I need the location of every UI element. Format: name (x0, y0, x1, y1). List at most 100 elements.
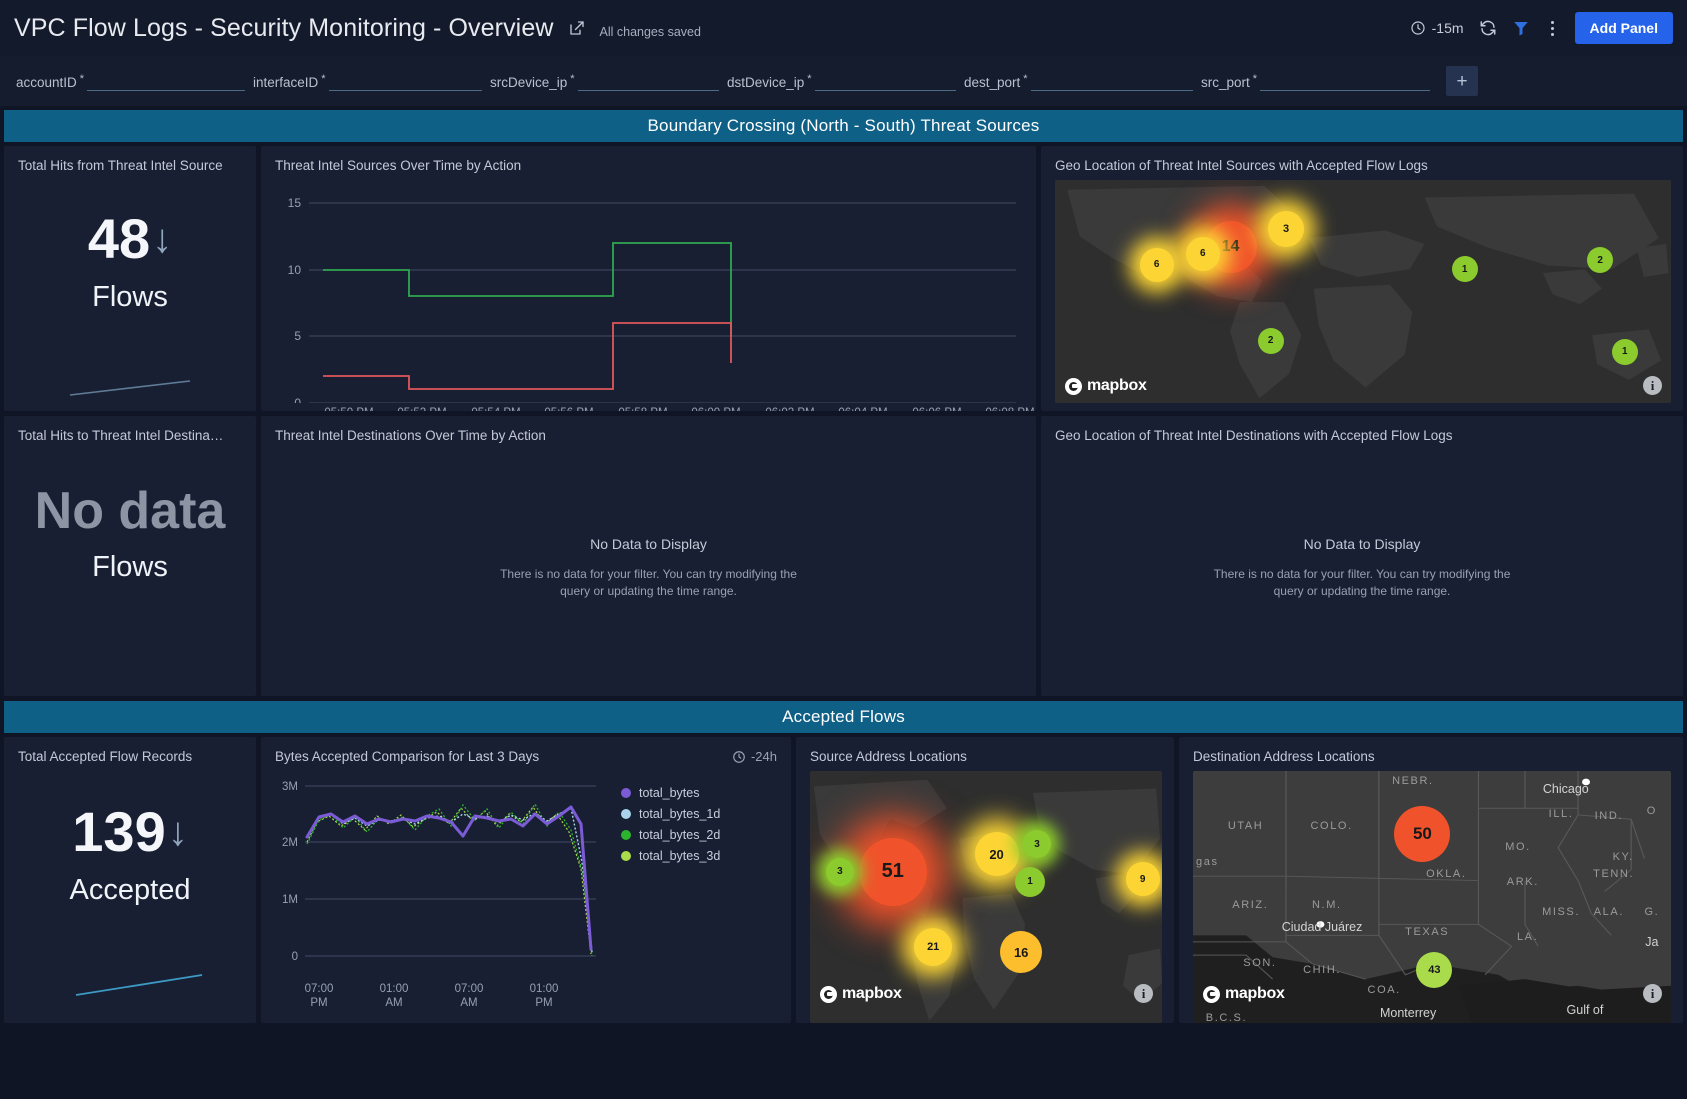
map-state-label: OKLA. (1426, 868, 1467, 881)
stat-body: 48 ↓ Flows (4, 211, 256, 314)
panel-time-range-label: -24h (750, 749, 777, 764)
variable-input-dest-port[interactable] (1030, 71, 1193, 91)
add-panel-button[interactable]: Add Panel (1574, 12, 1673, 44)
panel-geo-threat-intel-sources[interactable]: Geo Location of Threat Intel Sources wit… (1041, 146, 1683, 411)
map-marker[interactable]: 3 (1023, 830, 1052, 859)
svg-text:01:00: 01:00 (380, 983, 409, 995)
destination-address-map[interactable]: NEBR. Chicago UTAH COLO. ILL. IND. MO. KY. gas OK… (1193, 771, 1671, 1023)
variable-dest-port: dest_port * (956, 71, 1193, 91)
down-arrow-icon: ↓ (152, 217, 173, 261)
map-state-label: ALA. (1593, 906, 1624, 919)
map-marker[interactable]: 2 (1257, 327, 1284, 354)
mapbox-attribution[interactable]: mapbox (820, 985, 902, 1003)
map-marker[interactable]: 43 (1416, 952, 1453, 989)
map-marker[interactable]: 2 (1587, 247, 1614, 274)
map-state-label: ARK. (1506, 875, 1539, 888)
legend-item[interactable]: total_bytes_2d (621, 828, 720, 842)
map-marker[interactable]: 21 (914, 928, 953, 967)
mapbox-attribution[interactable]: mapbox (1203, 985, 1285, 1003)
time-range-picker[interactable]: -15m (1410, 20, 1464, 36)
kebab-menu-icon[interactable] (1545, 19, 1560, 38)
section-header-accepted-flows[interactable]: Accepted Flows (4, 701, 1683, 733)
map-marker[interactable]: 6 (1139, 247, 1174, 282)
empty-state: No Data to Display There is no data for … (1041, 443, 1683, 693)
map-marker[interactable]: 1 (1611, 338, 1638, 365)
svg-text:15: 15 (288, 196, 302, 210)
legend-label: total_bytes_3d (639, 849, 721, 863)
panel-time-range[interactable]: -24h (732, 737, 777, 764)
panel-source-address-locations[interactable]: Source Address Locations (796, 737, 1174, 1023)
section-header-boundary-crossing[interactable]: Boundary Crossing (North - South) Threat… (4, 110, 1683, 142)
svg-text:05:52 PM: 05:52 PM (397, 407, 446, 411)
panel-total-accepted-flow-records[interactable]: Total Accepted Flow Records 139 ↓ Accept… (4, 737, 256, 1023)
svg-text:05:54 PM: 05:54 PM (471, 407, 520, 411)
geo-sources-map[interactable]: 14 3 6 6 1 2 2 1 mapbox i (1055, 180, 1671, 403)
variable-label: dstDevice_ip (727, 74, 805, 90)
map-marker[interactable]: 1 (1451, 256, 1478, 283)
panel-bytes-accepted-comparison[interactable]: Bytes Accepted Comparison for Last 3 Day… (261, 737, 791, 1023)
map-marker[interactable]: 51 (858, 837, 927, 906)
refresh-icon[interactable] (1479, 19, 1497, 37)
add-variable-button[interactable]: + (1446, 66, 1478, 96)
clock-icon (1410, 20, 1426, 36)
map-marker[interactable]: 3 (1268, 211, 1304, 248)
variable-input-srcdevice-ip[interactable] (577, 71, 719, 91)
map-marker[interactable]: 6 (1185, 236, 1220, 271)
stat-value: 139 (72, 800, 166, 863)
legend-item[interactable]: total_bytes_1d (621, 807, 720, 821)
variable-input-interfaceid[interactable] (328, 71, 482, 91)
empty-state: No Data to Display There is no data for … (261, 443, 1036, 693)
panel-geo-threat-intel-destinations[interactable]: Geo Location of Threat Intel Destination… (1041, 416, 1683, 696)
map-marker[interactable]: 20 (974, 832, 1019, 877)
map-state-label: O (1646, 805, 1657, 818)
variable-required-marker: * (79, 73, 85, 85)
panel-total-hits-threat-intel-destination[interactable]: Total Hits to Threat Intel Destina… No d… (4, 416, 256, 696)
map-state-label: ARIZ. (1232, 898, 1269, 911)
info-icon[interactable]: i (1643, 376, 1662, 395)
panel-title: Total Hits to Threat Intel Destina… (18, 428, 224, 443)
top-bar-actions: -15m Add Panel (1410, 12, 1673, 44)
variable-input-src-port[interactable] (1260, 71, 1430, 91)
panel-title: Threat Intel Sources Over Time by Action (275, 158, 522, 173)
info-icon[interactable]: i (1643, 984, 1662, 1003)
panel-threat-intel-destinations-over-time[interactable]: Threat Intel Destinations Over Time by A… (261, 416, 1036, 696)
svg-text:1M: 1M (282, 894, 298, 906)
svg-text:PM: PM (535, 997, 552, 1009)
map-marker[interactable]: 9 (1125, 862, 1160, 897)
legend-item[interactable]: total_bytes_3d (621, 849, 720, 863)
panel-title: Bytes Accepted Comparison for Last 3 Day… (275, 749, 540, 764)
filter-icon[interactable] (1512, 19, 1530, 37)
map-marker[interactable]: 16 (1000, 931, 1043, 974)
svg-text:05:58 PM: 05:58 PM (618, 407, 667, 411)
legend-item[interactable]: total_bytes (621, 786, 720, 800)
svg-text:5: 5 (294, 329, 301, 343)
panel-destination-address-locations[interactable]: Destination Address Locations (1179, 737, 1683, 1023)
map-state-label: N.M. (1312, 898, 1342, 911)
legend-color-swatch (621, 830, 631, 840)
threat-sources-line-chart[interactable]: 15 10 5 0 (261, 173, 1036, 403)
bytes-comparison-line-chart[interactable]: 3M 2M 1M 0 (261, 764, 611, 979)
variable-input-accountid[interactable] (87, 71, 245, 91)
panel-total-hits-threat-intel-source[interactable]: Total Hits from Threat Intel Source 48 ↓… (4, 146, 256, 411)
variable-input-dstdevice-ip[interactable] (814, 71, 956, 91)
dashboard-board: Boundary Crossing (North - South) Threat… (0, 106, 1687, 1099)
variable-required-marker: * (1252, 73, 1258, 85)
map-state-label: UTAH (1227, 820, 1264, 833)
mapbox-attribution[interactable]: mapbox (1065, 377, 1147, 395)
variable-required-marker: * (570, 73, 575, 85)
svg-text:10: 10 (288, 263, 302, 277)
variable-accountid: accountID * (8, 71, 245, 91)
source-address-map[interactable]: 51 3 20 3 1 9 21 16 mapbox i (810, 771, 1162, 1023)
map-marker[interactable]: 50 (1394, 806, 1451, 862)
map-city-label: Ja (1645, 935, 1659, 950)
stat-body: No data Flows (4, 485, 256, 584)
panel-threat-intel-sources-over-time[interactable]: Threat Intel Sources Over Time by Action… (261, 146, 1036, 411)
info-icon[interactable]: i (1134, 984, 1153, 1003)
map-marker[interactable]: 3 (825, 857, 854, 886)
map-state-label: TEXAS (1405, 926, 1450, 939)
map-state-label: gas (1196, 855, 1219, 868)
panel-title: Source Address Locations (810, 749, 967, 764)
map-marker[interactable]: 1 (1015, 866, 1045, 897)
share-icon[interactable] (568, 19, 586, 37)
